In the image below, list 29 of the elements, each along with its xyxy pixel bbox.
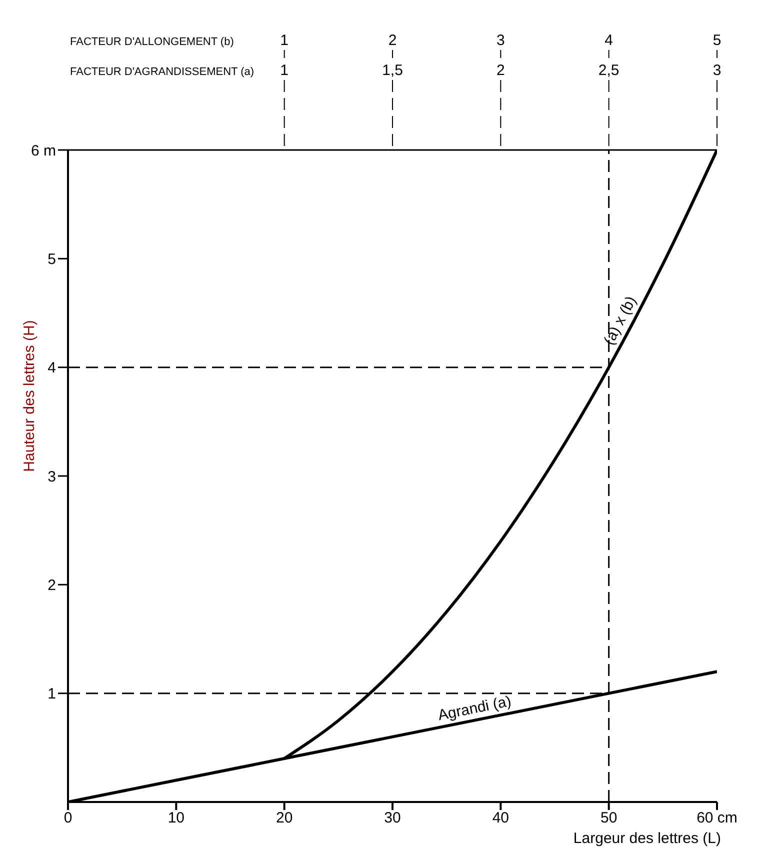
x-tick-label: 20 xyxy=(276,810,293,827)
x2-tick-label: 2 xyxy=(496,62,505,79)
text: Agrandi (a) xyxy=(436,692,513,724)
x2-axis-title: FACTEUR D'AGRANDISSEMENT (a) xyxy=(70,66,254,78)
x2-tick-label: 1 xyxy=(280,62,289,79)
annotation: 5 xyxy=(712,32,722,49)
x2-tick-label: 2,5 xyxy=(598,62,620,79)
annotation: 4 xyxy=(604,32,614,49)
y-tick-label: 3 xyxy=(48,468,56,486)
annotation: 2 xyxy=(388,32,397,49)
x-tick-label: 30 xyxy=(384,810,401,827)
x-tick-label: 0 xyxy=(64,810,72,827)
annotation: 1 xyxy=(280,32,289,49)
y-tick-label: 6 m xyxy=(30,142,56,160)
x2-tick-label: 3 xyxy=(712,62,722,79)
annotation: 3 xyxy=(496,32,505,49)
y-tick-label: 5 xyxy=(48,250,56,268)
text: (a) x (b) xyxy=(600,294,640,348)
y-tick-label: 2 xyxy=(48,576,56,594)
y-axis-title: Hauteur des lettres (H) xyxy=(21,320,38,472)
y-tick-label: 1 xyxy=(48,686,56,703)
y-tick-label: 4 xyxy=(48,360,56,377)
x-tick-label: 10 xyxy=(168,810,185,827)
x2-tick-label: 1,5 xyxy=(382,62,403,79)
x-axis-title: Largeur des lettres (L) xyxy=(573,830,721,847)
text: FACTEUR D'ALLONGEMENT (b) xyxy=(70,36,234,48)
x-tick-label: 60 cm xyxy=(696,810,738,827)
x-tick-label: 40 xyxy=(492,810,510,827)
x-tick-label: 50 xyxy=(600,810,618,827)
